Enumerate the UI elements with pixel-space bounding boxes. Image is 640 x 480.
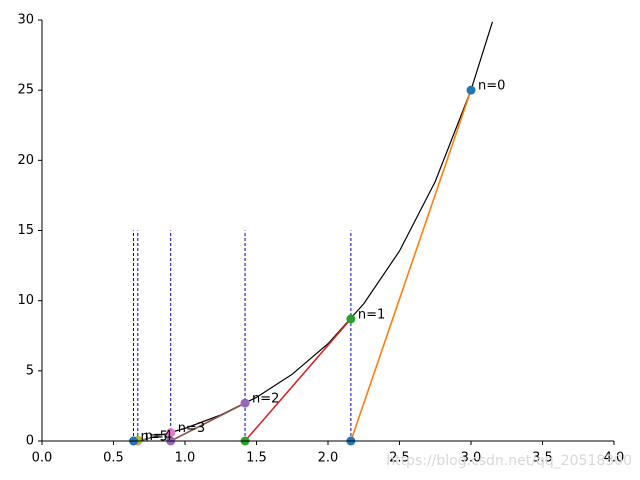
x-tick-label: 1.5 <box>246 451 267 466</box>
y-tick-label: 25 <box>17 83 34 98</box>
watermark: https://blog.csdn.net/qq_20518300 <box>386 453 632 469</box>
x-tick-label: 2.5 <box>389 451 410 466</box>
tangent <box>244 318 352 442</box>
iterate-label: n=5 <box>141 430 168 445</box>
x-tick-label: 0.5 <box>103 451 124 466</box>
iterate-label: n=1 <box>358 307 385 322</box>
y-tick-label: 10 <box>17 293 34 308</box>
x-tick-label: 1.0 <box>175 451 196 466</box>
x-tick-label: 4.0 <box>604 451 625 466</box>
tangent <box>170 402 246 442</box>
tangent <box>137 431 171 442</box>
tangent <box>350 89 472 442</box>
iterate-point <box>240 398 250 408</box>
x-tick-label: 3.5 <box>532 451 553 466</box>
y-tick-label: 30 <box>17 13 34 28</box>
iterate-point <box>466 85 476 95</box>
iterate-label: n=0 <box>478 79 505 94</box>
y-tick-label: 15 <box>17 223 34 238</box>
x-tick-label: 2.0 <box>318 451 339 466</box>
iterate-label: n=4 <box>145 429 172 444</box>
y-tick-label: 0 <box>26 434 34 449</box>
iterate-point <box>346 314 356 324</box>
iterate-label: n=3 <box>178 421 205 436</box>
y-tick-label: 20 <box>17 153 34 168</box>
iterate-label: n=2 <box>252 392 279 407</box>
y-tick-label: 5 <box>26 363 34 378</box>
iterate-point <box>166 428 176 438</box>
curve <box>139 21 494 441</box>
x-tick-label: 0.0 <box>32 451 53 466</box>
x-tick-label: 3.0 <box>461 451 482 466</box>
